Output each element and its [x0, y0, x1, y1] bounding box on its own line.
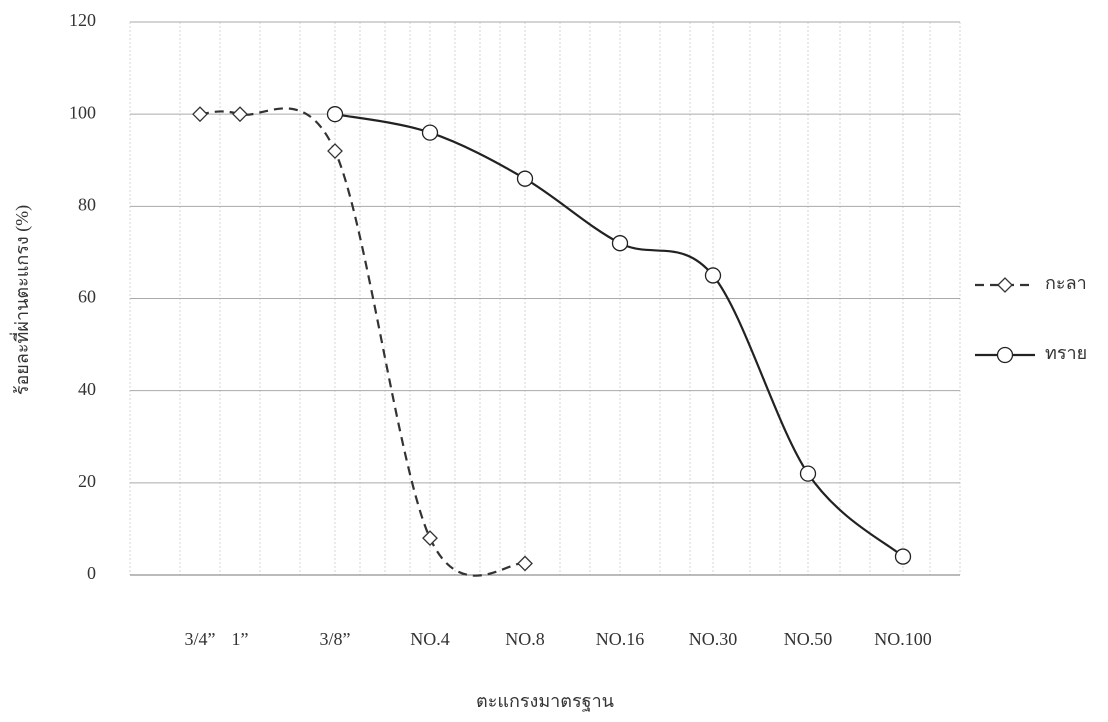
point	[516, 170, 534, 187]
x-tick-label: NO.8	[505, 629, 545, 649]
y-tick-label: 40	[78, 379, 96, 399]
legend-marker	[996, 346, 1014, 364]
y-tick-label: 0	[87, 563, 96, 583]
y-axis-label: ร้อยละที่ผ่านตะแกรง (%)	[9, 205, 33, 395]
x-tick-label: NO.100	[874, 629, 932, 649]
y-tick-label: 120	[69, 10, 96, 30]
x-tick-label: 3/8”	[320, 629, 351, 649]
legend-label: ทราย	[1045, 343, 1087, 363]
x-axis-label: ตะแกรงมาตรฐาน	[476, 691, 614, 712]
point	[517, 555, 533, 572]
legend-label: กะลา	[1045, 273, 1087, 293]
point	[799, 465, 817, 482]
y-tick-label: 60	[78, 287, 96, 307]
x-tick-label: 1”	[232, 629, 249, 649]
series-line	[334, 113, 904, 558]
point	[192, 106, 208, 123]
point	[704, 267, 722, 284]
x-tick-label: 3/4”	[185, 629, 216, 649]
series-line	[199, 107, 526, 577]
point	[421, 124, 439, 141]
y-tick-label: 100	[69, 102, 96, 122]
y-tick-label: 20	[78, 471, 96, 491]
point	[894, 548, 912, 565]
x-tick-label: NO.50	[784, 629, 833, 649]
legend-marker	[997, 277, 1013, 293]
x-tick-label: NO.30	[689, 629, 738, 649]
point	[611, 235, 629, 252]
x-tick-label: NO.16	[596, 629, 645, 649]
y-tick-label: 80	[78, 194, 96, 214]
point	[326, 106, 344, 123]
x-tick-label: NO.4	[410, 629, 450, 649]
point	[327, 143, 343, 159]
point	[422, 530, 438, 547]
point	[232, 106, 248, 123]
